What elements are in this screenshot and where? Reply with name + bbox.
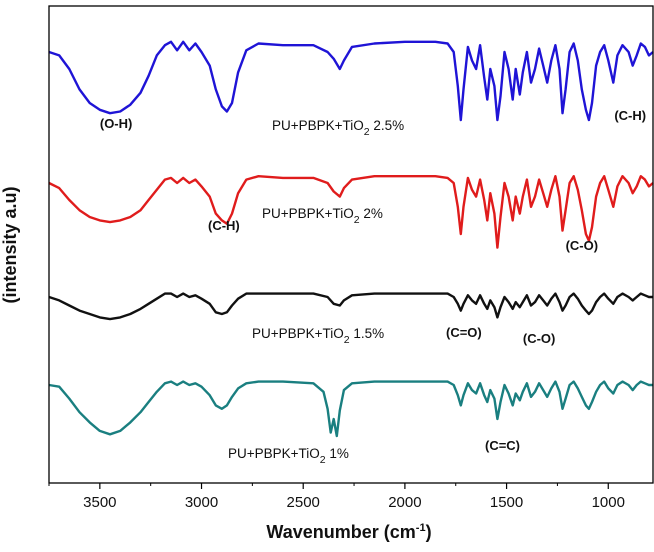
- x-tick-label: 2000: [388, 494, 421, 511]
- peak-annotations: (O-H) (C-H) (C-H) (C-O) (C=O) (C-O) (C=C): [100, 108, 646, 453]
- peak-annotation: (C=C): [485, 438, 520, 453]
- peak-annotation: (C-H): [208, 218, 240, 233]
- x-tick-label: 3500: [83, 494, 116, 511]
- series-label-3: PU+PBPK+TiO2 1.5%: [252, 326, 384, 346]
- y-axis-title-group: (intensity a.u): [0, 186, 20, 303]
- peak-annotation: (C-H): [614, 108, 646, 123]
- peak-annotation: (C-O): [566, 238, 599, 253]
- x-tick-label: 1500: [490, 494, 523, 511]
- x-tick-label: 3000: [185, 494, 218, 511]
- series-label-2: PU+PBPK+TiO2 2%: [262, 206, 383, 226]
- plot-frame: [48, 5, 654, 484]
- spectra-lines: [48, 40, 654, 438]
- series-line-4: [48, 380, 653, 438]
- series-line-3: [48, 292, 653, 321]
- peak-annotation: (O-H): [100, 116, 133, 131]
- series-line-2: [48, 175, 654, 249]
- series-labels: PU+PBPK+TiO2 2.5% PU+PBPK+TiO2 2% PU+PBPK+…: [228, 118, 404, 466]
- series-label-4: PU+PBPK+TiO2 1%: [228, 446, 349, 466]
- x-axis-ticks: 3500 3000 2500 2000 1500 1000: [48, 483, 625, 511]
- series-line-1: [48, 40, 654, 122]
- series-label-1: PU+PBPK+TiO2 2.5%: [272, 118, 404, 138]
- y-axis-title: (intensity a.u): [0, 186, 20, 303]
- x-axis-title: Wavenumber (cm-1): [266, 522, 431, 542]
- peak-annotation: (C-O): [523, 331, 556, 346]
- x-tick-label: 2500: [287, 494, 320, 511]
- peak-annotation: (C=O): [446, 325, 482, 340]
- x-tick-label: 1000: [592, 494, 625, 511]
